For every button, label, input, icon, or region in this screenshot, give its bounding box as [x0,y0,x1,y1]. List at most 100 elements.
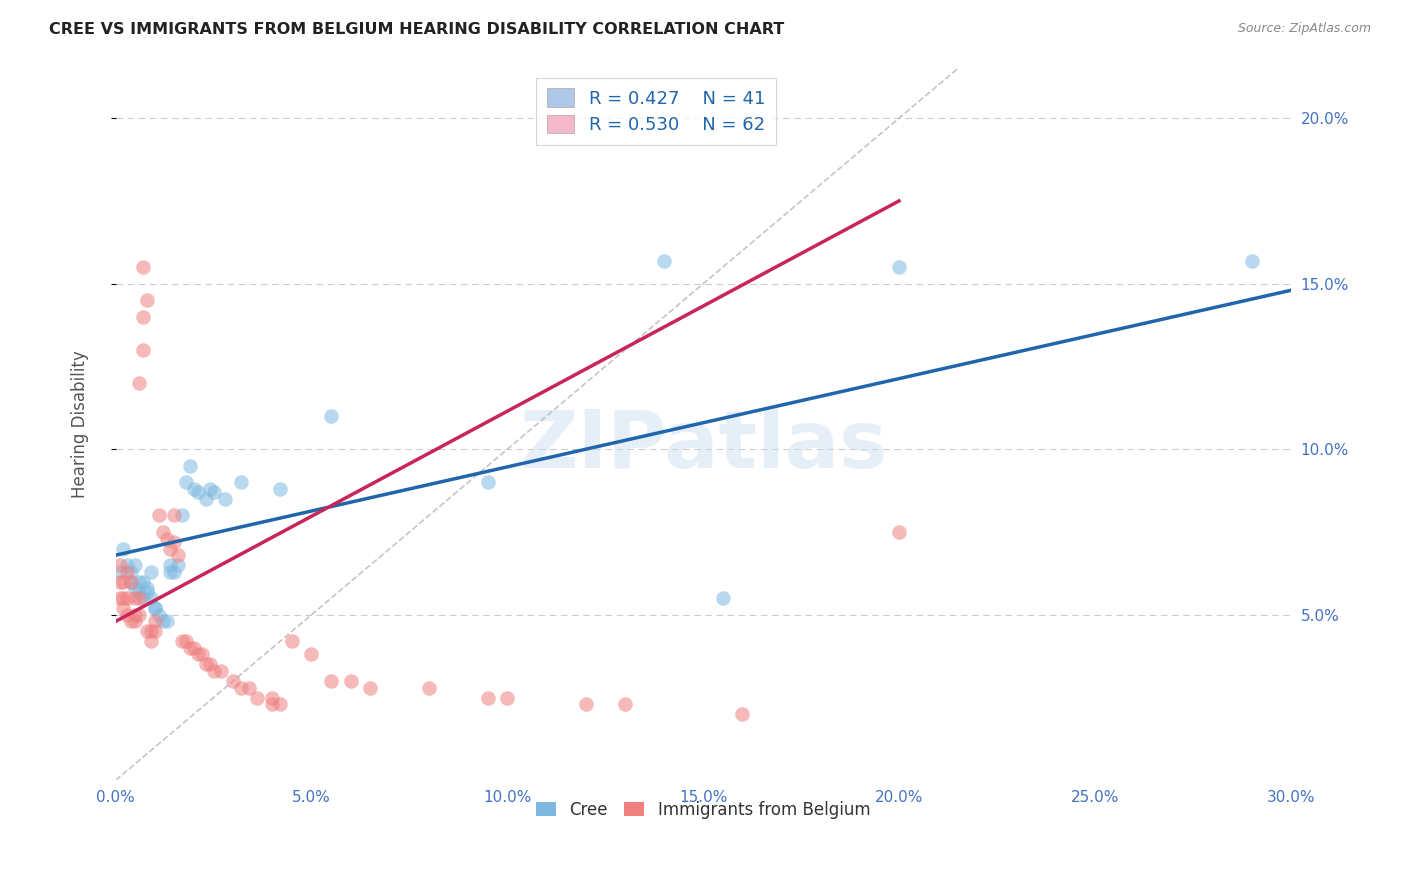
Point [132,574,155,589]
Point [148,508,170,523]
Point [163,565,186,579]
Point [183,640,205,655]
Point [143,601,166,615]
Point [887,524,910,539]
Point [163,508,186,523]
Point [136,624,159,639]
Text: ZIPatlas: ZIPatlas [519,407,887,484]
Point [262,690,284,705]
Point [477,690,499,705]
Point [174,475,197,490]
Point [198,657,221,672]
Point [139,565,162,579]
Point [136,582,159,596]
Point [108,565,131,579]
Point [269,697,291,711]
Point [124,607,146,622]
Point [214,491,236,506]
Point [167,558,190,573]
Point [172,508,194,523]
Point [108,591,131,606]
Text: Source: ZipAtlas.com: Source: ZipAtlas.com [1237,22,1371,36]
Point [159,558,181,573]
Point [139,634,162,648]
Point [194,657,217,672]
Point [246,690,269,705]
Point [159,541,181,556]
Point [222,673,245,688]
Point [496,690,519,705]
Point [124,582,146,596]
Point [172,634,194,648]
Point [159,565,181,579]
Point [155,615,177,629]
Point [139,591,162,606]
Point [117,565,139,579]
Point [229,475,252,490]
Point [143,624,166,639]
Point [477,475,499,490]
Point [117,558,139,573]
Point [187,485,209,500]
Point [163,535,186,549]
Point [117,607,139,622]
Point [108,558,131,573]
Point [128,584,150,599]
Point [108,574,131,589]
Point [359,681,381,695]
Point [136,584,159,599]
Point [198,482,221,496]
Point [575,697,598,711]
Y-axis label: Hearing Disability: Hearing Disability [72,351,89,499]
Point [128,591,150,606]
Point [269,482,291,496]
Point [132,310,155,324]
Point [194,491,217,506]
Point [191,648,214,662]
Point [128,607,150,622]
Point [174,634,197,648]
Point [281,634,304,648]
Point [202,485,225,500]
Point [139,624,162,639]
Text: CREE VS IMMIGRANTS FROM BELGIUM HEARING DISABILITY CORRELATION CHART: CREE VS IMMIGRANTS FROM BELGIUM HEARING … [49,22,785,37]
Point [229,681,252,695]
Point [136,293,159,308]
Point [112,574,135,589]
Point [187,648,209,662]
Point [179,458,201,473]
Point [152,524,174,539]
Point [262,697,284,711]
Point [112,591,135,606]
Point [120,615,142,629]
Point [143,601,166,615]
Point [124,558,146,573]
Point [319,673,342,688]
Point [652,253,675,268]
Legend: Cree, Immigrants from Belgium: Cree, Immigrants from Belgium [529,794,877,825]
Point [183,482,205,496]
Point [132,343,155,357]
Point [418,681,440,695]
Point [124,591,146,606]
Point [128,574,150,589]
Point [132,260,155,275]
Point [1240,253,1263,268]
Point [117,591,139,606]
Point [301,648,323,662]
Point [120,574,142,589]
Point [132,591,155,606]
Point [112,541,135,556]
Point [124,615,146,629]
Point [128,376,150,390]
Point [120,565,142,579]
Point [155,532,177,546]
Point [143,615,166,629]
Point [319,409,342,424]
Point [112,601,135,615]
Point [731,707,754,722]
Point [887,260,910,275]
Point [209,664,232,678]
Point [202,664,225,678]
Point [179,640,201,655]
